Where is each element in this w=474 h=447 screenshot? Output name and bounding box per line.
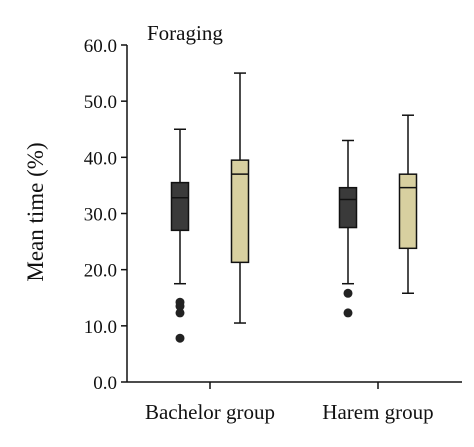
y-tick-label: 60.0	[84, 36, 117, 57]
box-plot	[338, 139, 358, 318]
outlier-point	[175, 333, 185, 343]
x-axis-categories: Bachelor group Harem group	[145, 382, 434, 424]
outlier-point	[343, 308, 353, 318]
y-tick-label: 0.0	[93, 373, 117, 394]
y-tick-label: 10.0	[84, 317, 117, 338]
box-plot	[170, 128, 190, 343]
chart-title: Foraging	[147, 21, 223, 45]
box-plot	[398, 114, 418, 295]
box-body	[170, 181, 190, 232]
x-category-label: Bachelor group	[145, 400, 275, 424]
y-axis-ticks: 0.0 10.0 20.0 30.0 40.0 50.0 60.0	[84, 36, 127, 394]
box-plot	[230, 72, 250, 324]
box-body	[338, 186, 358, 229]
outlier-point	[175, 308, 185, 318]
outlier-point	[343, 288, 353, 298]
y-tick-label: 40.0	[84, 148, 117, 169]
x-category-label: Harem group	[322, 400, 433, 424]
box-body	[230, 159, 250, 264]
box-groups	[170, 72, 418, 343]
y-tick-label: 20.0	[84, 261, 117, 282]
y-tick-label: 50.0	[84, 92, 117, 113]
y-tick-label: 30.0	[84, 205, 117, 226]
box-body	[398, 173, 418, 250]
y-axis-title: Mean time (%)	[23, 142, 48, 281]
outlier-point	[175, 301, 185, 311]
